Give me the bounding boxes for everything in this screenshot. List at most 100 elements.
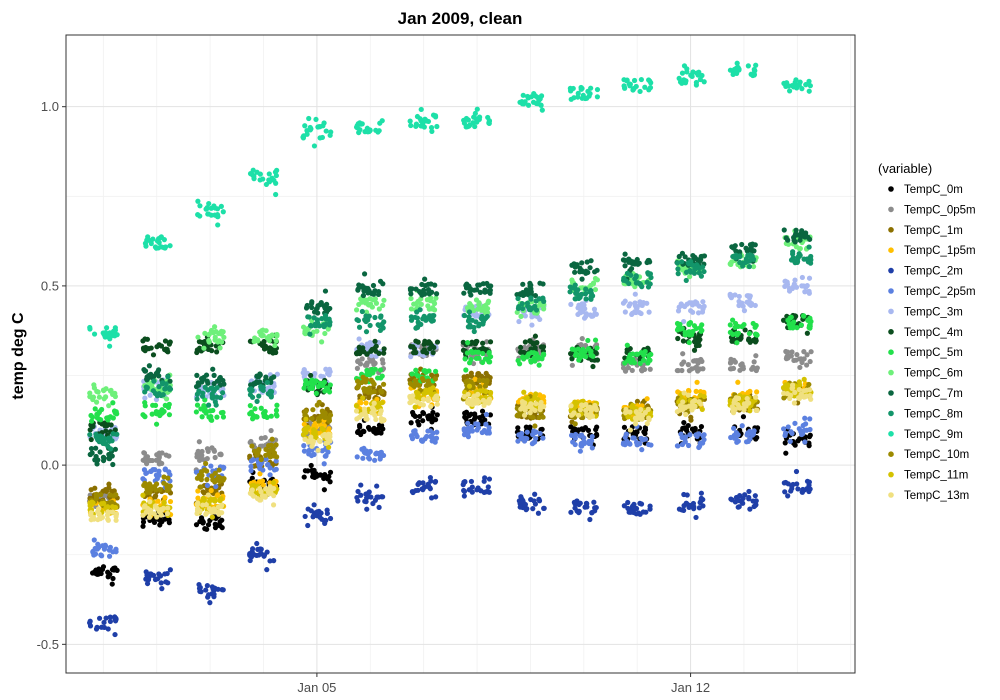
data-point <box>150 236 156 242</box>
data-point <box>807 416 813 422</box>
data-point <box>153 481 160 487</box>
data-point <box>480 340 486 346</box>
data-point <box>622 309 628 315</box>
data-point <box>199 517 205 523</box>
data-point <box>321 461 327 467</box>
data-point <box>647 78 653 84</box>
data-point <box>684 66 690 72</box>
data-point <box>520 305 526 312</box>
data-point <box>686 339 692 346</box>
data-point <box>311 502 317 508</box>
data-point <box>625 499 631 506</box>
data-point <box>753 62 759 68</box>
data-point <box>152 402 159 409</box>
data-point <box>479 408 486 414</box>
data-point <box>633 439 640 446</box>
data-point <box>577 355 583 361</box>
data-point <box>695 366 702 372</box>
data-point <box>316 399 322 405</box>
data-point <box>796 82 802 88</box>
data-point <box>590 281 596 287</box>
data-point <box>93 445 99 451</box>
data-point <box>327 412 334 418</box>
data-point <box>312 321 318 327</box>
data-point <box>424 297 430 303</box>
data-point <box>112 393 118 400</box>
data-point <box>326 444 332 450</box>
data-point <box>208 463 214 469</box>
data-point <box>206 505 213 512</box>
data-point <box>689 302 696 308</box>
data-point <box>634 305 640 312</box>
data-point <box>365 424 372 431</box>
data-point <box>701 393 707 400</box>
data-point <box>421 313 427 319</box>
data-point <box>149 457 155 464</box>
data-point <box>92 457 98 463</box>
data-point <box>269 333 275 339</box>
data-point <box>744 258 751 264</box>
data-point <box>477 114 483 120</box>
data-point <box>158 343 165 349</box>
data-point <box>413 367 419 373</box>
data-point <box>409 286 415 292</box>
data-point <box>254 169 260 175</box>
data-point <box>571 499 577 505</box>
data-point <box>736 404 743 411</box>
legend-title: (variable) <box>878 161 932 176</box>
data-point <box>727 322 733 328</box>
data-point <box>365 455 372 461</box>
data-point <box>374 483 380 489</box>
data-point <box>372 338 378 344</box>
data-point <box>647 366 653 372</box>
data-point <box>410 489 416 496</box>
data-point <box>742 327 748 333</box>
data-point <box>685 387 692 394</box>
data-point <box>321 120 327 126</box>
data-point <box>745 63 751 69</box>
data-point <box>218 203 224 209</box>
data-point <box>198 477 204 483</box>
data-point <box>515 295 521 302</box>
data-point <box>739 423 745 429</box>
data-point <box>682 435 688 441</box>
data-point <box>793 468 800 475</box>
data-point <box>211 496 217 502</box>
data-point <box>470 360 477 367</box>
data-point <box>783 382 789 388</box>
data-point <box>321 475 327 482</box>
data-point <box>255 546 261 553</box>
data-point <box>752 493 758 499</box>
data-point <box>309 304 315 311</box>
data-point <box>90 514 97 520</box>
data-point <box>806 488 812 495</box>
data-point <box>476 282 483 288</box>
data-point <box>359 308 365 315</box>
data-point <box>583 268 589 274</box>
data-point <box>360 428 366 434</box>
data-point <box>577 407 584 413</box>
data-point <box>594 345 600 351</box>
data-point <box>307 385 313 392</box>
data-point <box>783 348 789 355</box>
data-point <box>220 377 226 384</box>
data-point <box>781 426 787 432</box>
data-point <box>367 372 373 378</box>
data-point <box>638 501 645 507</box>
data-point <box>469 428 476 434</box>
data-point <box>688 414 694 420</box>
data-point <box>486 359 492 365</box>
data-point <box>807 387 813 393</box>
data-point <box>261 338 267 345</box>
data-point <box>737 249 743 255</box>
data-point <box>482 302 489 309</box>
data-point <box>429 128 435 135</box>
data-point <box>583 286 589 292</box>
data-point <box>572 421 578 427</box>
data-point <box>800 431 806 437</box>
data-point <box>263 456 269 462</box>
data-point <box>252 406 258 412</box>
data-point <box>748 302 754 309</box>
legend-label: TempC_0m <box>904 184 963 196</box>
data-point <box>746 263 753 270</box>
